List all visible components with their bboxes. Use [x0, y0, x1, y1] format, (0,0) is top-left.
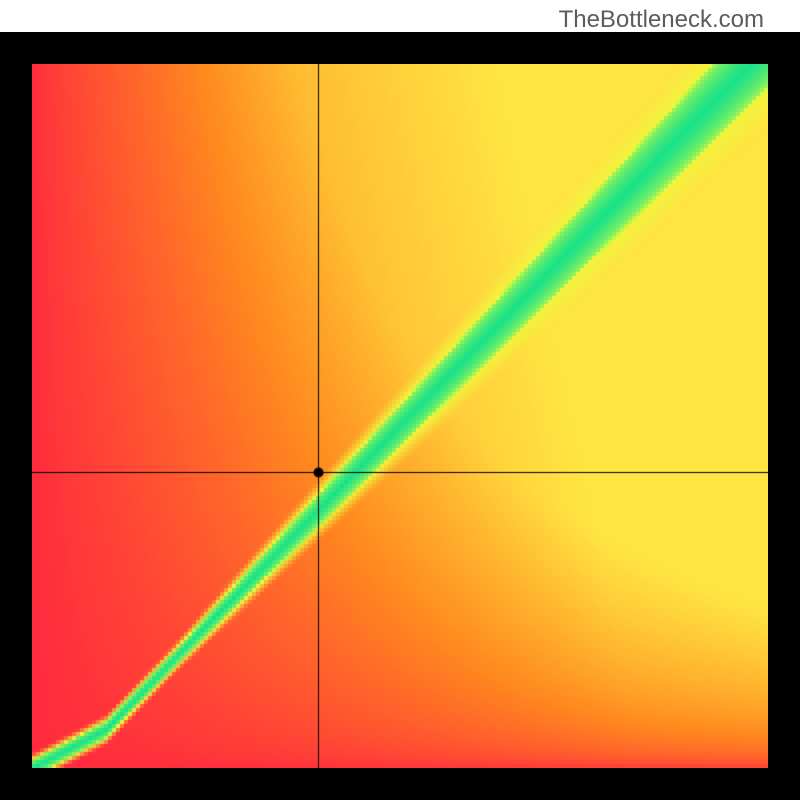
plot-frame — [0, 32, 800, 800]
watermark-text: TheBottleneck.com — [559, 6, 764, 34]
